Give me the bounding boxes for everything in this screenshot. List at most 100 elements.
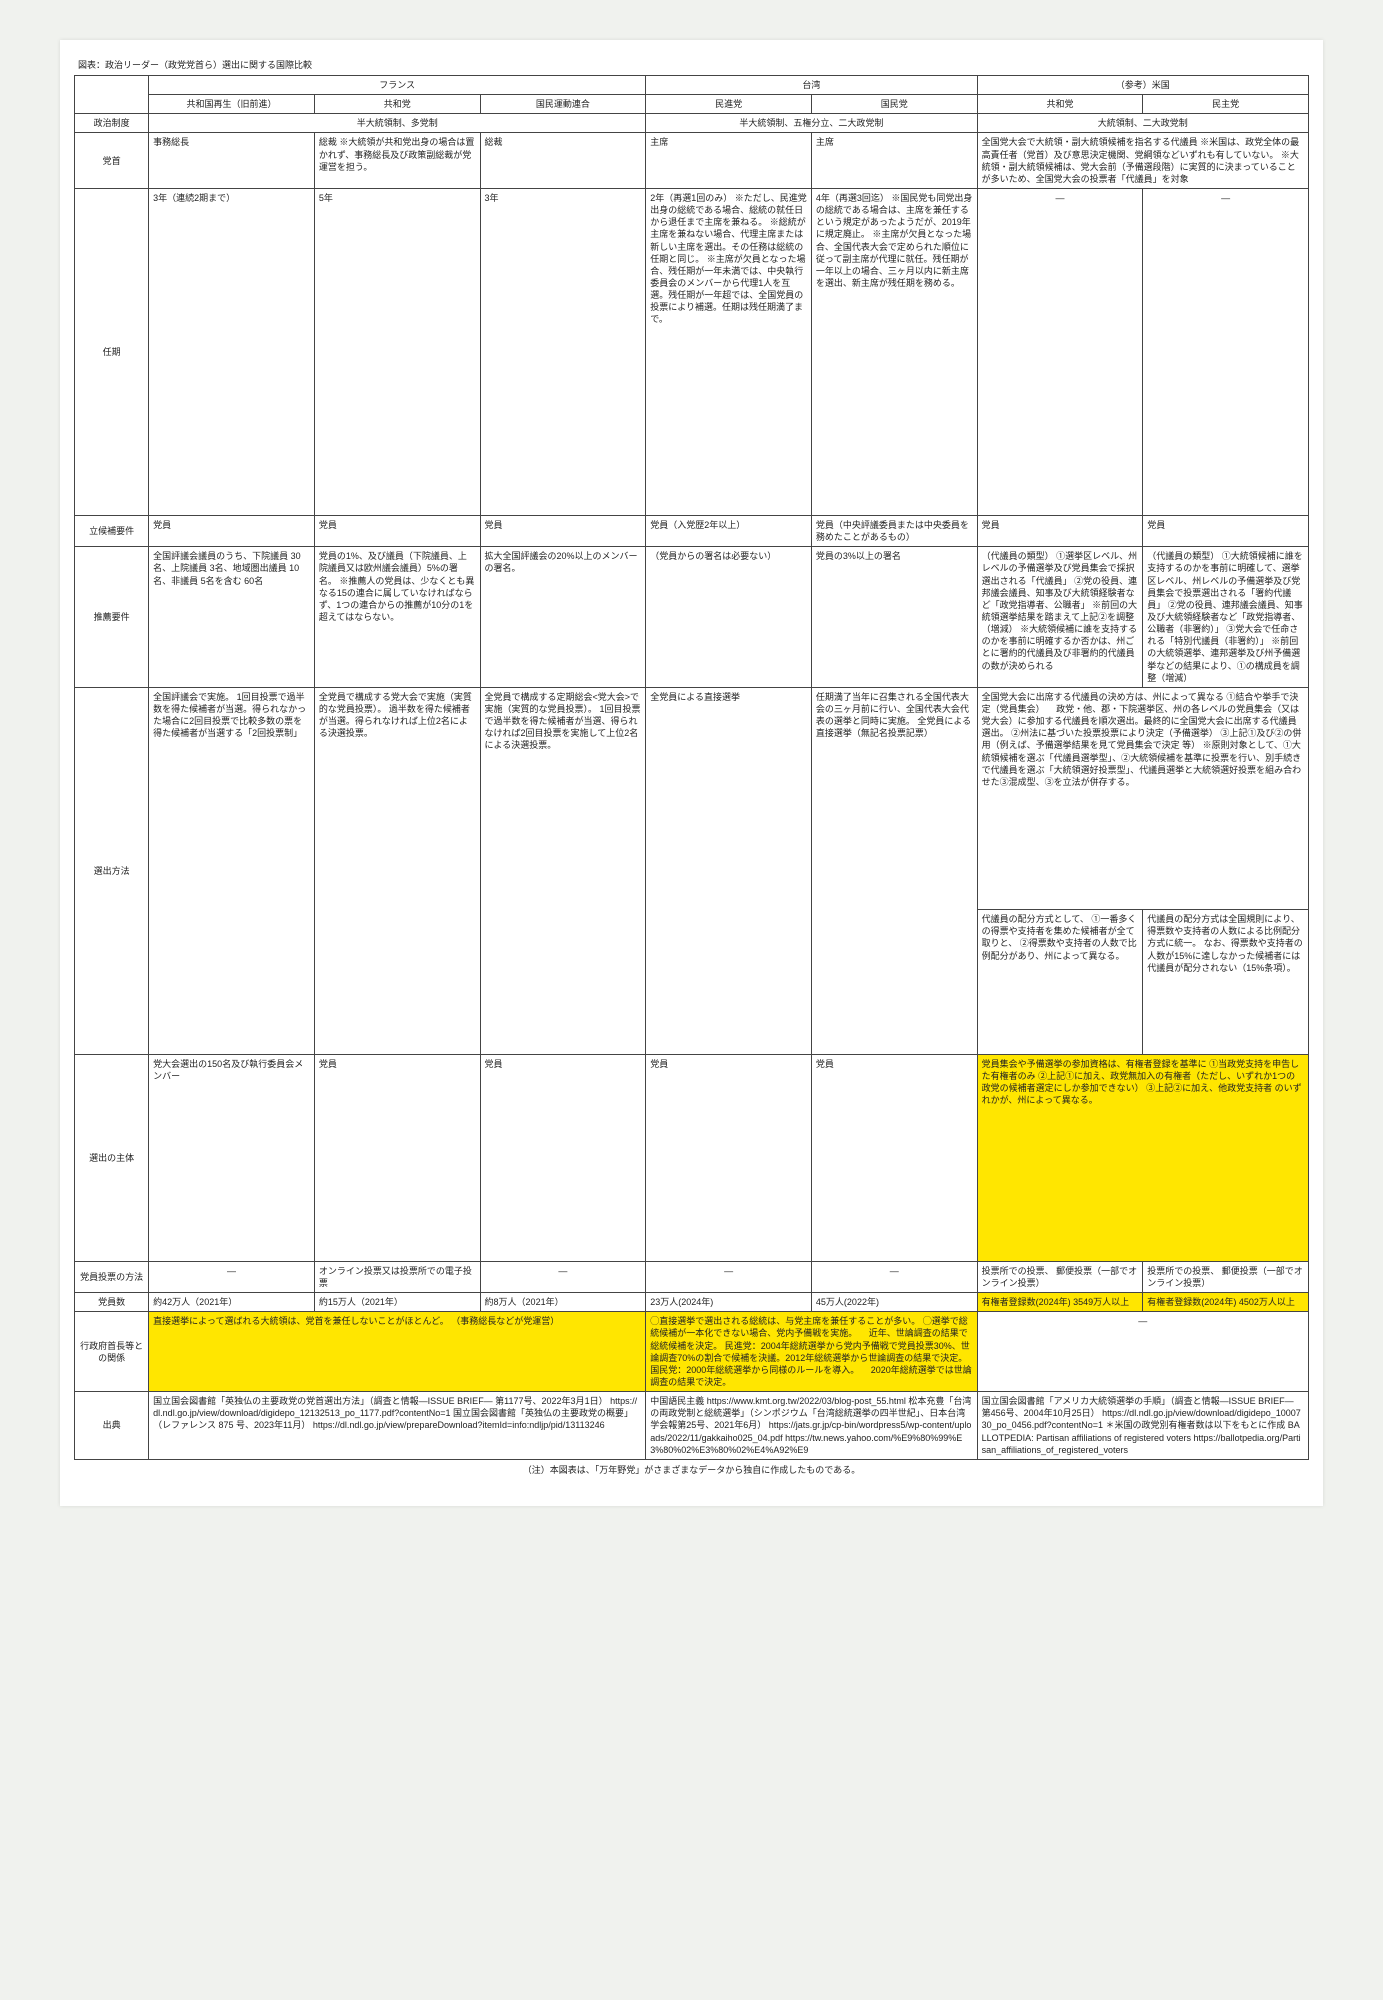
body-fr2: 党員 xyxy=(314,1054,480,1261)
exec-tw: ◯直接選挙で選出される総統は、与党主席を兼任することが多い。 ◯選挙で総統候補が… xyxy=(646,1312,977,1392)
table-caption: 図表：政治リーダー（政党党首ら）選出に関する国際比較 xyxy=(78,58,1309,71)
col-taiwan: 台湾 xyxy=(646,76,977,95)
cand-us2: 党員 xyxy=(1143,515,1309,546)
col-france: フランス xyxy=(149,76,646,95)
term-us1: — xyxy=(977,188,1143,515)
rec-tw1: （党員からの署名は必要ない） xyxy=(646,547,812,688)
cand-us1: 党員 xyxy=(977,515,1143,546)
rowlabel-recommend: 推薦要件 xyxy=(75,547,149,688)
meth-us2b: 代議員の配分方式は全国規則により、得票数や支持者の人数による比例配分方式に統一。… xyxy=(1143,910,1309,1055)
meth-us: 全国党大会に出席する代議員の決め方は、州によって異なる ①結合や挙手で決定（党員… xyxy=(977,687,1308,909)
rec-fr3: 拡大全国評議会の20%以上のメンバーの署名。 xyxy=(480,547,646,688)
mem-fr2: 約15万人（2021年） xyxy=(314,1293,480,1312)
body-tw1: 党員 xyxy=(646,1054,812,1261)
vote-tw2: — xyxy=(811,1261,977,1292)
row-recommend: 推薦要件 全国評議会議員のうち、下院議員 30名、上院議員 3名、地域圏出議員 … xyxy=(75,547,1309,688)
body-tw2: 党員 xyxy=(811,1054,977,1261)
meth-tw2: 任期満了当年に召集される全国代表大会の三ヶ月前に行い、全国代表大会代表の選挙と同… xyxy=(811,687,977,1054)
vote-tw1: — xyxy=(646,1261,812,1292)
comparison-table: フランス 台湾 （参考）米国 共和国再生（旧前進） 共和党 国民運動連合 民進党… xyxy=(74,75,1309,1460)
meth-us1b: 代議員の配分方式として、 ①一番多くの得票や支持者を集めた候補者が全て取りと、 … xyxy=(977,910,1143,1055)
party-fr1: 共和国再生（旧前進） xyxy=(149,95,315,114)
exec-us: — xyxy=(977,1312,1308,1392)
rowlabel-method: 選出方法 xyxy=(75,687,149,1054)
vote-fr2: オンライン投票又は投票所での電子投票 xyxy=(314,1261,480,1292)
meth-tw1: 全党員による直接選挙 xyxy=(646,687,812,1054)
rowlabel-source: 出典 xyxy=(75,1392,149,1460)
rowlabel-leader: 党首 xyxy=(75,133,149,189)
rec-us2: （代議員の類型） ①大統領候補に誰を支持するのかを事前に明確して、選挙区レベル、… xyxy=(1143,547,1309,688)
mem-us2: 有権者登録数(2024年) 4502万人以上 xyxy=(1143,1293,1309,1312)
footnote: （注）本図表は、「万年野党」がさまざまなデータから独自に作成したものである。 xyxy=(74,1463,1309,1476)
system-france: 半大統領制、多党制 xyxy=(149,114,646,133)
rec-fr2: 党員の1%、及び議員（下院議員、上院議員又は欧州議会議員）5%の署名。 ※推薦人… xyxy=(314,547,480,688)
meth-fr1: 全国評議会で実施。 1回目投票で過半数を得た候補者が当選。得られなかった場合に2… xyxy=(149,687,315,1054)
term-fr2: 5年 xyxy=(314,188,480,515)
header-countries: フランス 台湾 （参考）米国 xyxy=(75,76,1309,95)
term-fr3: 3年 xyxy=(480,188,646,515)
mem-us1: 有権者登録数(2024年) 3549万人以上 xyxy=(977,1293,1143,1312)
body-us: 党員集会や予備選挙の参加資格は、有権者登録を基準に ①当政党支持を申告した有権者… xyxy=(977,1054,1308,1261)
meth-fr2: 全党員で構成する党大会で実施（実質的な党員投票）。 過半数を得た候補者が当選。得… xyxy=(314,687,480,1054)
leader-fr2: 総裁 ※大統領が共和党出身の場合は置かれず、事務総長及び政策副総裁が党運営を担う… xyxy=(314,133,480,189)
row-source: 出典 国立国会図書館「英独仏の主要政党の党首選出方法」（調査と情報—ISSUE … xyxy=(75,1392,1309,1460)
row-system: 政治制度 半大統領制、多党制 半大統領制、五権分立、二大政党制 大統領制、二大政… xyxy=(75,114,1309,133)
vote-us1: 投票所での投票、 郵便投票（一部でオンライン投票） xyxy=(977,1261,1143,1292)
row-body: 選出の主体 党大会選出の150名及び執行委員会メンバー 党員 党員 党員 党員 … xyxy=(75,1054,1309,1261)
header-parties: 共和国再生（旧前進） 共和党 国民運動連合 民進党 国民党 共和党 民主党 xyxy=(75,95,1309,114)
rowlabel-system: 政治制度 xyxy=(75,114,149,133)
term-fr1: 3年（連続2期まで） xyxy=(149,188,315,515)
row-leader: 党首 事務総長 総裁 ※大統領が共和党出身の場合は置かれず、事務総長及び政策副総… xyxy=(75,133,1309,189)
rec-tw2: 党員の3%以上の署名 xyxy=(811,547,977,688)
leader-tw1: 主席 xyxy=(646,133,812,189)
term-tw1: 2年（再選1回のみ） ※ただし、民進党出身の総統である場合、総統の就任日から退任… xyxy=(646,188,812,515)
rowlabel-members: 党員数 xyxy=(75,1293,149,1312)
body-fr3: 党員 xyxy=(480,1054,646,1261)
row-candidacy: 立候補要件 党員 党員 党員 党員（入党歴2年以上） 党員（中央評議委員または中… xyxy=(75,515,1309,546)
body-fr1: 党大会選出の150名及び執行委員会メンバー xyxy=(149,1054,315,1261)
leader-fr3: 総裁 xyxy=(480,133,646,189)
leader-tw2: 主席 xyxy=(811,133,977,189)
party-fr2: 共和党 xyxy=(314,95,480,114)
row-term: 任期 3年（連続2期まで） 5年 3年 2年（再選1回のみ） ※ただし、民進党出… xyxy=(75,188,1309,515)
rowlabel-voting: 党員投票の方法 xyxy=(75,1261,149,1292)
meth-fr3: 全党員で構成する定期総会<党大会>で実施（実質的な党員投票）。 1回目投票で過半… xyxy=(480,687,646,1054)
mem-fr1: 約42万人（2021年） xyxy=(149,1293,315,1312)
col-us: （参考）米国 xyxy=(977,76,1308,95)
mem-tw1: 23万人(2024年) xyxy=(646,1293,812,1312)
src-fr: 国立国会図書館「英独仏の主要政党の党首選出方法」（調査と情報—ISSUE BRI… xyxy=(149,1392,646,1460)
row-members: 党員数 約42万人（2021年） 約15万人（2021年） 約8万人（2021年… xyxy=(75,1293,1309,1312)
page: 図表：政治リーダー（政党党首ら）選出に関する国際比較 フランス 台湾 （参考）米… xyxy=(60,40,1323,1506)
term-us2: — xyxy=(1143,188,1309,515)
party-us1: 共和党 xyxy=(977,95,1143,114)
rowlabel-candidacy: 立候補要件 xyxy=(75,515,149,546)
src-us: 国立国会図書館「アメリカ大統領選挙の手順」（調査と情報—ISSUE BRIEF—… xyxy=(977,1392,1308,1460)
rowlabel-term: 任期 xyxy=(75,188,149,515)
vote-fr3: — xyxy=(480,1261,646,1292)
exec-fr: 直接選挙によって選ばれる大統領は、党首を兼任しないことがほとんど。 （事務総長な… xyxy=(149,1312,646,1392)
row-method-a: 選出方法 全国評議会で実施。 1回目投票で過半数を得た候補者が当選。得られなかっ… xyxy=(75,687,1309,909)
party-tw1: 民進党 xyxy=(646,95,812,114)
rec-us1: （代議員の類型） ①選挙区レベル、州レベルの予備選挙及び党員集会で採択選出される… xyxy=(977,547,1143,688)
party-tw2: 国民党 xyxy=(811,95,977,114)
cand-fr2: 党員 xyxy=(314,515,480,546)
cand-fr1: 党員 xyxy=(149,515,315,546)
vote-fr1: — xyxy=(149,1261,315,1292)
cand-tw1: 党員（入党歴2年以上） xyxy=(646,515,812,546)
rec-fr1: 全国評議会議員のうち、下院議員 30名、上院議員 3名、地域圏出議員 10名、非… xyxy=(149,547,315,688)
src-tw: 中国語民主義 https://www.kmt.org.tw/2022/03/bl… xyxy=(646,1392,977,1460)
party-us2: 民主党 xyxy=(1143,95,1309,114)
system-us: 大統領制、二大政党制 xyxy=(977,114,1308,133)
rowlabel-body: 選出の主体 xyxy=(75,1054,149,1261)
leader-us: 全国党大会で大統領・副大統領候補を指名する代議員 ※米国は、政党全体の最高責任者… xyxy=(977,133,1308,189)
mem-tw2: 45万人(2022年) xyxy=(811,1293,977,1312)
mem-fr3: 約8万人（2021年） xyxy=(480,1293,646,1312)
leader-fr1: 事務総長 xyxy=(149,133,315,189)
row-voting: 党員投票の方法 — オンライン投票又は投票所での電子投票 — — — 投票所での… xyxy=(75,1261,1309,1292)
cand-fr3: 党員 xyxy=(480,515,646,546)
row-exec: 行政府首長等との関係 直接選挙によって選ばれる大統領は、党首を兼任しないことがほ… xyxy=(75,1312,1309,1392)
rowlabel-exec: 行政府首長等との関係 xyxy=(75,1312,149,1392)
term-tw2: 4年（再選3回迄） ※国民党も同党出身の総統である場合は、主席を兼任するという規… xyxy=(811,188,977,515)
party-fr3: 国民運動連合 xyxy=(480,95,646,114)
vote-us2: 投票所での投票、 郵便投票（一部でオンライン投票） xyxy=(1143,1261,1309,1292)
